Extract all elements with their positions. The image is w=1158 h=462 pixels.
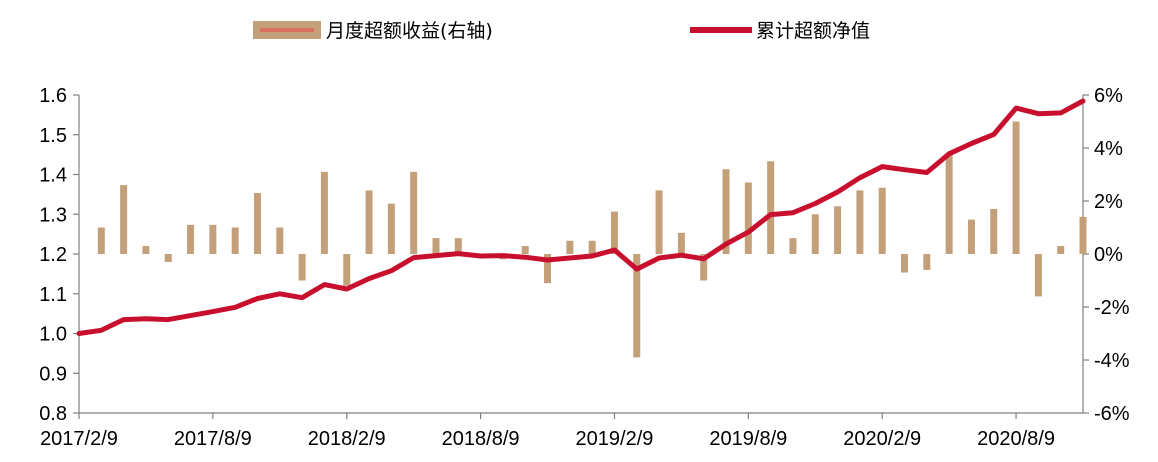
left-axis-tick-label: 1.3: [39, 204, 67, 226]
bar: [789, 238, 797, 254]
x-axis-tick-label: 2019/2/9: [576, 428, 654, 450]
left-axis-tick-label: 0.8: [39, 403, 67, 425]
bar: [967, 219, 975, 254]
bar: [901, 254, 909, 273]
bar: [209, 224, 217, 254]
bar: [97, 227, 105, 254]
x-axis-tick-label: 2019/8/9: [709, 428, 787, 450]
legend-bar-swatch-inner: [260, 28, 314, 32]
bar: [722, 169, 730, 254]
right-axis-tick-label: -4%: [1094, 350, 1130, 372]
bar: [811, 214, 819, 254]
bar: [856, 190, 864, 254]
cumulative-line: [76, 98, 1086, 336]
bar: [164, 254, 172, 262]
bar: [1034, 254, 1042, 297]
x-axis-tick-label: 2018/8/9: [442, 428, 520, 450]
left-axis-tick-label: 1.0: [39, 324, 67, 346]
right-axis-tick-label: 2%: [1094, 191, 1123, 213]
right-axis-tick-label: 4%: [1094, 138, 1123, 160]
right-axis-tick-label: -2%: [1094, 297, 1130, 319]
left-axis-tick-label: 1.2: [39, 244, 67, 266]
legend-line-label: 累计超额净值: [756, 20, 870, 42]
legend: 月度超额收益(右轴) 累计超额净值: [253, 20, 870, 42]
right-axis-tick-label: -6%: [1094, 403, 1130, 425]
right-axis-tick-label: 0%: [1094, 244, 1123, 266]
bar: [945, 153, 953, 254]
bar: [343, 254, 351, 286]
bar: [990, 208, 998, 254]
x-axis: 2017/2/9 2017/8/9 2018/2/9 2018/8/9 2019/2/9…: [40, 412, 1083, 450]
bar: [521, 246, 529, 254]
bar: [298, 254, 306, 281]
left-axis-tick-label: 0.9: [39, 363, 67, 385]
bar: [142, 246, 150, 254]
x-axis-tick-label: 2020/2/9: [843, 428, 921, 450]
bar-series: [97, 121, 1087, 358]
right-axis: -6% -4% -2% 0% 2% 4% 6%: [1082, 85, 1130, 425]
line-series: [76, 98, 1086, 336]
left-axis: 0.8 0.9 1.0 1.1 1.2 1.3 1.4 1.5 1.6: [39, 85, 80, 425]
bar: [1079, 216, 1087, 254]
bar: [320, 171, 328, 254]
bar: [878, 187, 886, 254]
bar: [454, 238, 462, 254]
left-axis-tick-label: 1.6: [39, 85, 67, 107]
bar: [231, 227, 239, 254]
bar: [834, 206, 842, 254]
x-axis-tick-label: 2018/2/9: [308, 428, 386, 450]
legend-item-line: 累计超额净值: [690, 20, 870, 42]
bar: [744, 182, 752, 254]
x-axis-tick-label: 2017/2/9: [40, 428, 118, 450]
bar: [365, 190, 373, 254]
bar: [276, 227, 284, 254]
left-axis-tick-label: 1.5: [39, 125, 67, 147]
left-axis-tick-label: 1.4: [39, 165, 67, 187]
bar: [923, 254, 931, 270]
left-axis-tick-label: 1.1: [39, 284, 67, 306]
bar: [432, 238, 440, 254]
x-axis-tick-label: 2020/8/9: [977, 428, 1055, 450]
bar: [120, 185, 128, 254]
bar: [588, 240, 596, 254]
bar: [610, 211, 618, 254]
bar: [544, 254, 552, 284]
bar: [633, 254, 641, 358]
legend-bar-label: 月度超额收益(右轴): [326, 20, 493, 42]
bar: [1012, 121, 1020, 254]
x-axis-tick-label: 2017/8/9: [174, 428, 252, 450]
bar: [566, 240, 574, 254]
legend-item-bar: 月度超额收益(右轴): [253, 20, 493, 42]
bar: [187, 224, 195, 254]
bar: [253, 193, 261, 254]
bar: [1057, 246, 1065, 254]
bar: [677, 232, 685, 254]
bar: [387, 203, 395, 254]
bar: [655, 190, 663, 254]
bar: [767, 161, 775, 254]
right-axis-tick-label: 6%: [1094, 85, 1123, 107]
bar: [700, 254, 708, 281]
bar: [410, 171, 418, 254]
